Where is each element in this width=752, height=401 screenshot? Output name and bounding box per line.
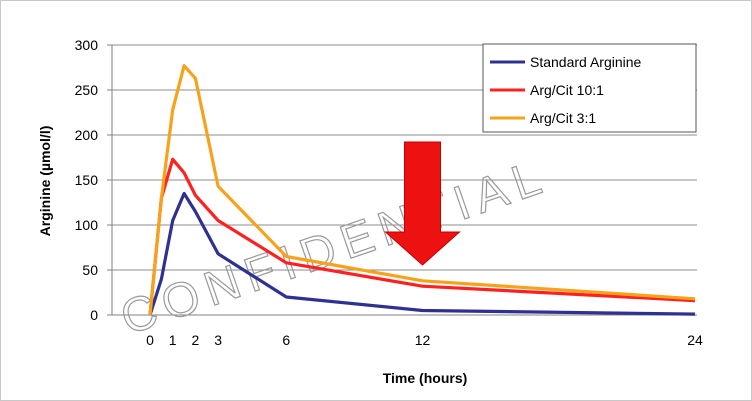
legend-entry: Arg/Cit 10:1 [530, 82, 604, 98]
down-arrow-annotation [384, 141, 461, 266]
x-tick-label: 6 [282, 332, 290, 348]
x-tick-label: 3 [214, 332, 222, 348]
y-tick-label: 0 [90, 307, 98, 323]
legend: Standard Arginine Arg/Cit 10:1 Arg/Cit 3:1 [482, 43, 697, 133]
x-axis-title: Time (hours) [383, 370, 468, 386]
y-tick-label: 200 [75, 127, 99, 143]
series-line [148, 191, 696, 316]
series-line [148, 157, 696, 316]
legend-entry: Arg/Cit 3:1 [530, 110, 596, 126]
y-axis-title: Arginine (µmol/l) [37, 126, 53, 237]
x-tick-label: 24 [687, 332, 703, 348]
y-tick-labels: 0 50 100 150 200 250 300 [75, 37, 99, 323]
annotation [384, 141, 461, 266]
y-tick-label: 300 [75, 37, 99, 53]
series-lines [148, 64, 696, 316]
series-line [148, 64, 696, 316]
x-tick-labels: 0 1 2 3 6 12 24 [146, 332, 703, 348]
y-tick-label: 150 [75, 172, 99, 188]
axes [107, 44, 697, 316]
x-tick-label: 0 [146, 332, 154, 348]
y-tick-label: 250 [75, 82, 99, 98]
y-tick-label: 50 [82, 262, 98, 278]
y-tick-label: 100 [75, 217, 99, 233]
x-tick-label: 2 [192, 332, 200, 348]
x-tick-label: 1 [169, 332, 177, 348]
legend-entry: Standard Arginine [530, 54, 642, 70]
x-tick-label: 12 [415, 332, 431, 348]
